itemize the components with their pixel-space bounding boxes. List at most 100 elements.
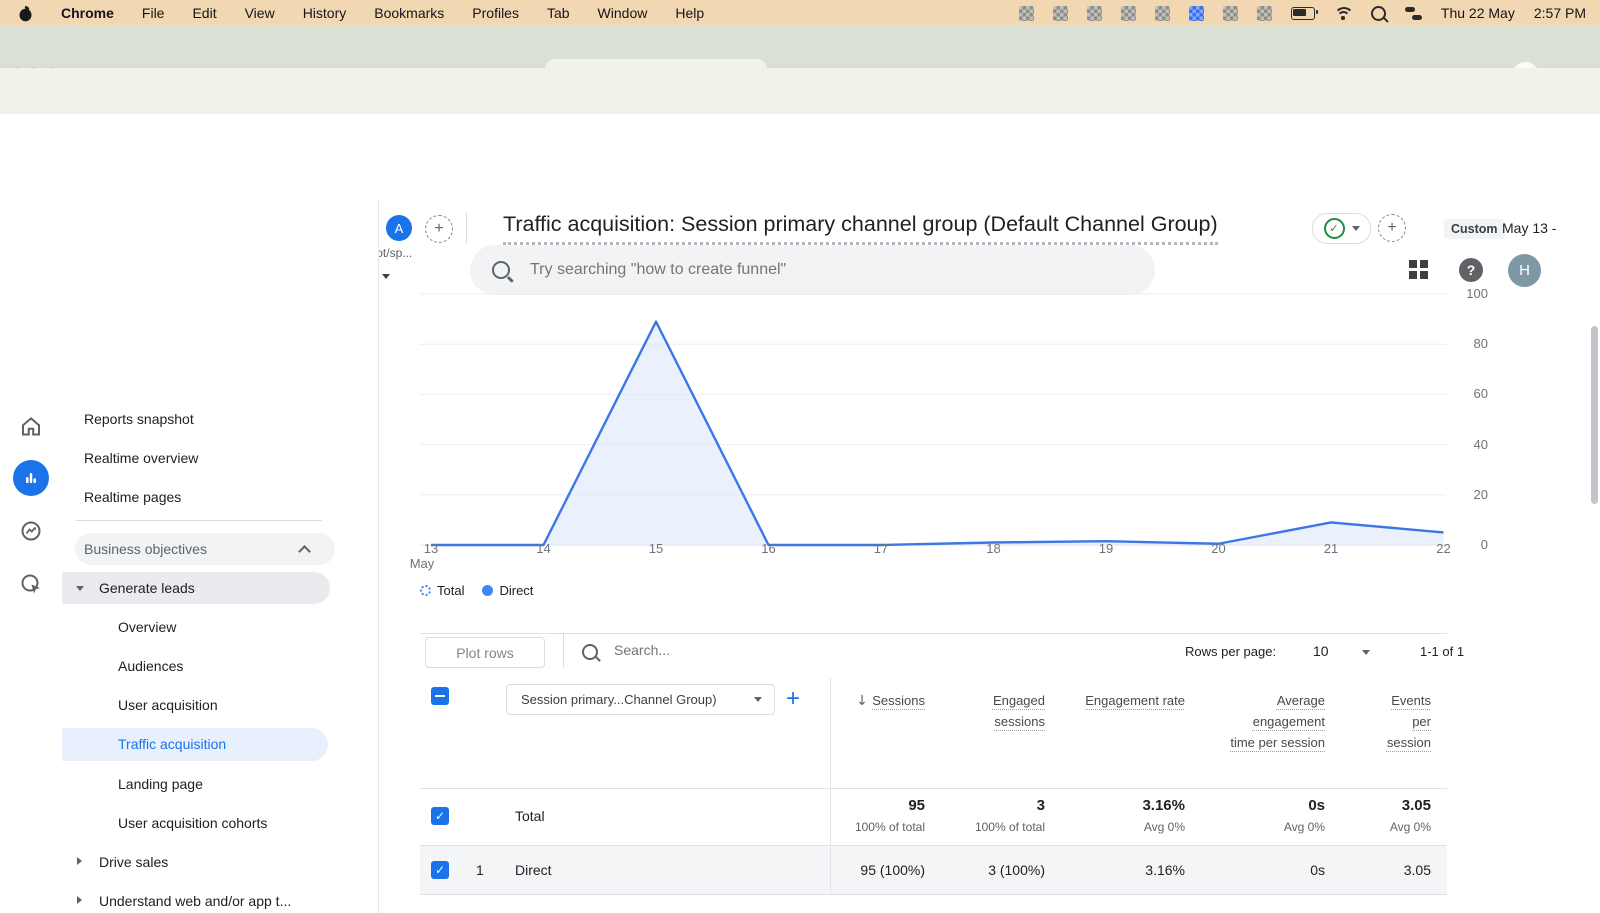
nav-label: Drive sales	[99, 854, 169, 870]
nav-label: User acquisition	[118, 697, 218, 713]
row-checkbox[interactable]: ✓	[431, 861, 449, 879]
chevron-down-icon	[382, 274, 391, 279]
menu-help[interactable]: Help	[675, 5, 705, 21]
apple-icon[interactable]	[18, 5, 33, 22]
google-apps-icon[interactable]	[1409, 260, 1428, 279]
total-engagement-rate: 3.16%	[1142, 797, 1185, 814]
nav-understand-web[interactable]: Understand web and/or app t...	[99, 891, 291, 911]
expand-triangle-icon[interactable]	[77, 857, 82, 865]
row-avg-engagement-time: 0s	[1310, 862, 1325, 878]
column-header-avg-engagement-time[interactable]: Average engagement time per session	[1185, 690, 1325, 753]
nav-traffic-acquisition[interactable]: Traffic acquisition	[118, 734, 226, 754]
date-range-picker[interactable]: May 13 -	[1502, 220, 1557, 236]
row-events-per-session: 3.05	[1403, 862, 1431, 878]
legend-direct[interactable]: Direct	[482, 583, 533, 598]
nav-realtime-pages[interactable]: Realtime pages	[84, 487, 181, 507]
column-header-sessions[interactable]: ↓ Sessions	[830, 690, 925, 753]
analytics-header: Analytics All accounts › Analytics testi…	[0, 114, 1600, 296]
add-comparison-button[interactable]: +	[425, 215, 453, 243]
total-engagement-rate-sub: Avg 0%	[1143, 820, 1185, 834]
nav-section-business-objectives[interactable]	[75, 533, 335, 565]
battery-icon[interactable]	[1290, 6, 1318, 20]
menu-view[interactable]: View	[244, 5, 275, 21]
menu-profiles[interactable]: Profiles	[472, 5, 519, 21]
nav-landing-page[interactable]: Landing page	[118, 774, 203, 794]
add-dimension-button[interactable]: +	[786, 685, 801, 712]
column-label: Engagement rate	[1085, 693, 1185, 708]
statusbar-app-icon[interactable]	[1052, 5, 1068, 21]
nav-generate-leads[interactable]: Generate leads	[99, 578, 195, 598]
search-input[interactable]	[528, 260, 1092, 280]
menu-history[interactable]: History	[302, 5, 347, 21]
nav-user-acquisition[interactable]: User acquisition	[118, 695, 218, 715]
statusbar-app-icon[interactable]	[1018, 5, 1034, 21]
statusbar-app-icon[interactable]	[1222, 5, 1238, 21]
nav-label: User acquisition cohorts	[118, 815, 268, 831]
expand-triangle-icon[interactable]	[77, 896, 82, 904]
column-divider	[830, 846, 831, 894]
statusbar-app-icon[interactable]	[1154, 5, 1170, 21]
table-search-input[interactable]	[612, 641, 916, 659]
menubar-date[interactable]: Thu 22 May	[1440, 5, 1515, 21]
menu-tab[interactable]: Tab	[546, 5, 570, 21]
column-label: Sessions	[872, 693, 925, 708]
report-status-button[interactable]: ✓	[1312, 213, 1371, 244]
customize-report-button[interactable]: +	[1378, 214, 1406, 242]
divider	[420, 788, 1447, 789]
menu-edit[interactable]: Edit	[192, 5, 217, 21]
plot-rows-button[interactable]: Plot rows	[425, 637, 545, 668]
divider	[466, 213, 467, 243]
row-engaged-sessions: 3 (100%)	[988, 862, 1045, 878]
nav-collection-generate-leads[interactable]	[62, 572, 330, 604]
dimension-selector[interactable]: Session primary...Channel Group)	[506, 684, 775, 715]
page-scrollbar[interactable]	[1591, 326, 1598, 504]
select-all-checkbox[interactable]	[431, 687, 449, 705]
total-row-checkbox[interactable]: ✓	[431, 807, 449, 825]
report-title[interactable]: Traffic acquisition: Session primary cha…	[503, 212, 1218, 245]
menu-file[interactable]: File	[141, 5, 165, 21]
reports-icon[interactable]	[13, 460, 49, 496]
rows-per-page-value[interactable]: 10	[1313, 643, 1329, 659]
nav-user-acquisition-cohorts[interactable]: User acquisition cohorts	[118, 813, 267, 833]
help-icon[interactable]: ?	[1459, 258, 1483, 282]
nav-traffic-acquisition-selected[interactable]	[62, 728, 328, 761]
nav-drive-sales[interactable]: Drive sales	[99, 852, 168, 872]
nav-label: Realtime pages	[84, 489, 182, 505]
divider	[76, 520, 322, 521]
menu-chrome[interactable]: Chrome	[61, 5, 114, 21]
statusbar-app-icon[interactable]	[1256, 5, 1272, 21]
legend-label: Direct	[499, 583, 534, 598]
menu-bookmarks[interactable]: Bookmarks	[374, 5, 445, 21]
column-header-engaged-sessions[interactable]: Engaged sessions	[925, 690, 1045, 753]
nav-audiences[interactable]: Audiences	[118, 656, 183, 676]
column-header-events-per-session[interactable]: Events per session	[1325, 690, 1447, 753]
statusbar-app-icon[interactable]	[1086, 5, 1102, 21]
axis-tick: 40	[1473, 436, 1488, 452]
nav-realtime-overview[interactable]: Realtime overview	[84, 448, 198, 468]
rows-per-page-chevron-icon[interactable]	[1362, 650, 1370, 655]
table-row[interactable]	[420, 846, 1447, 894]
nav-overview[interactable]: Overview	[118, 617, 176, 637]
rows-per-page-label: Rows per page:	[1185, 644, 1277, 659]
explore-icon[interactable]	[19, 519, 43, 543]
statusbar-app-icon[interactable]	[1120, 5, 1136, 21]
advertising-icon[interactable]	[19, 572, 43, 596]
global-search[interactable]	[470, 245, 1155, 295]
home-icon[interactable]	[19, 414, 43, 438]
column-header-engagement-rate[interactable]: Engagement rate	[1045, 690, 1185, 753]
collapse-triangle-icon[interactable]	[76, 586, 84, 591]
total-series-icon	[420, 585, 431, 596]
legend-total[interactable]: Total	[420, 583, 464, 598]
collection-badge[interactable]: A	[386, 215, 412, 241]
row-dimension-value: Direct	[515, 862, 552, 878]
control-center-icon[interactable]	[1404, 6, 1422, 21]
nav-reports-snapshot[interactable]: Reports snapshot	[84, 409, 194, 429]
account-avatar[interactable]: H	[1508, 254, 1541, 287]
statusbar-app-icon[interactable]	[1188, 5, 1204, 21]
macos-menubar: Chrome File Edit View History Bookmarks …	[0, 0, 1600, 26]
menu-window[interactable]: Window	[597, 5, 648, 21]
wifi-icon[interactable]	[1333, 6, 1354, 20]
legend-label: Total	[437, 583, 465, 598]
spotlight-search-icon[interactable]	[1370, 5, 1386, 21]
